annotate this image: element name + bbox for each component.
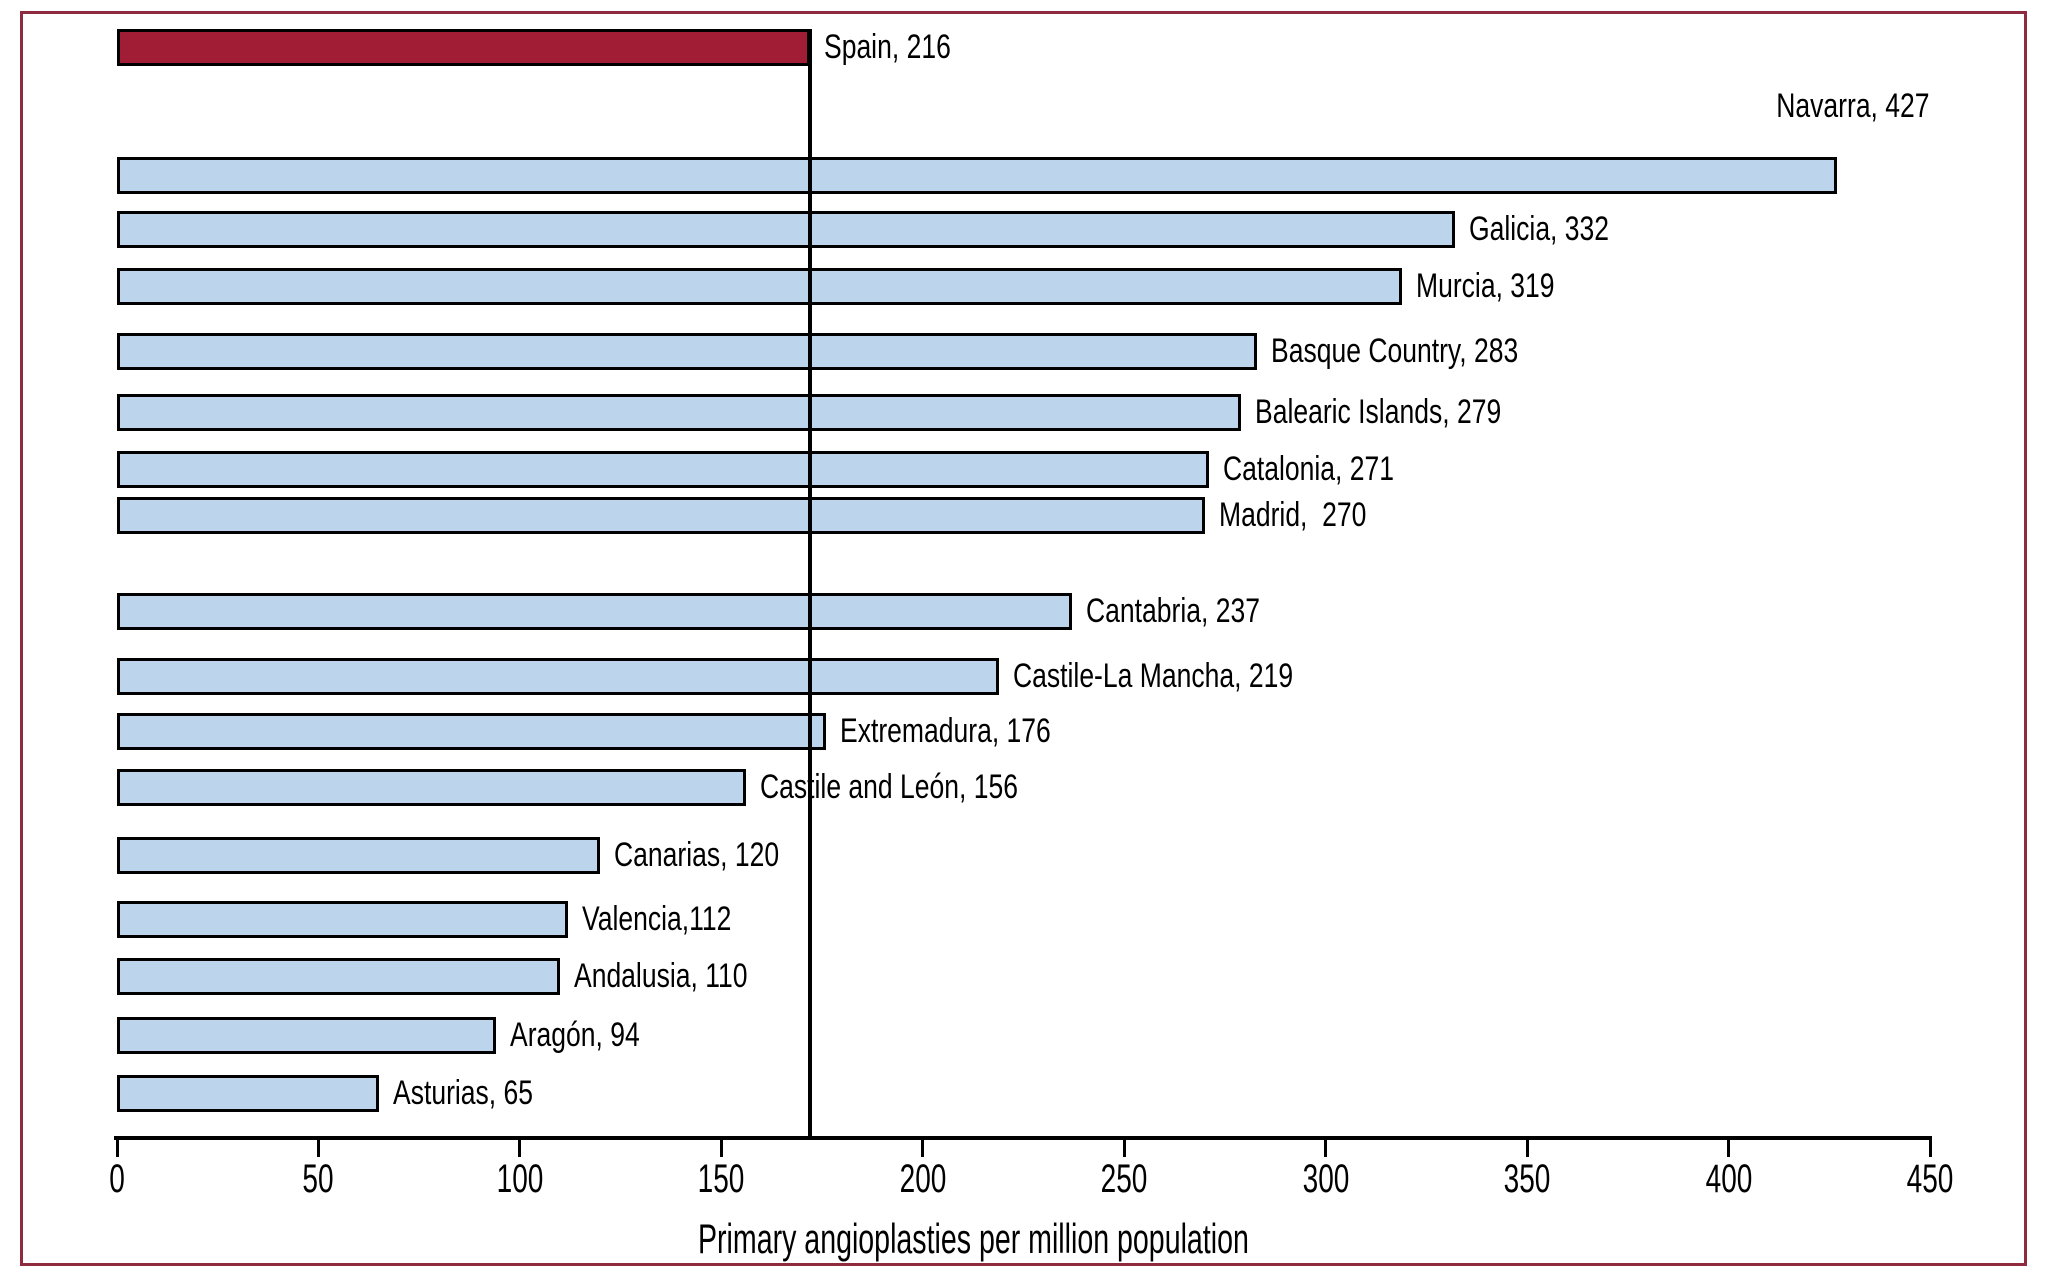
- bar-label-castile-la-mancha: Castile-La Mancha, 219: [1013, 657, 1294, 695]
- bar-madrid: [117, 497, 1205, 534]
- bar-label-cantabria: Cantabria, 237: [1085, 592, 1260, 630]
- bar-label-spain: Spain, 216: [823, 28, 951, 66]
- x-tick-200: [921, 1140, 925, 1157]
- bar-murcia: [117, 268, 1403, 305]
- x-tick-300: [1324, 1140, 1328, 1157]
- bar-label-asturias: Asturias, 65: [392, 1074, 533, 1112]
- bar-navarra: [117, 157, 1838, 194]
- bar-asturias: [117, 1075, 379, 1112]
- bar-label-balearic-islands: Balearic Islands, 279: [1255, 393, 1502, 431]
- x-tick-label-350: 350: [1503, 1157, 1551, 1201]
- bar-andalusia: [117, 958, 561, 995]
- x-tick-0: [115, 1140, 119, 1157]
- bar-castile-and-leon: [117, 769, 746, 806]
- bar-valencia: [117, 901, 569, 938]
- bar-castile-la-mancha: [117, 658, 1000, 695]
- bar-label-galicia: Galicia, 332: [1468, 210, 1609, 248]
- plot-area: Primary angioplasties per million popula…: [109, 28, 1953, 1263]
- bar-cantabria: [117, 593, 1072, 630]
- x-tick-label-250: 250: [1100, 1157, 1148, 1201]
- x-tick-450: [1928, 1140, 1932, 1157]
- bar-label-castile-and-leon: Castile and León, 156: [759, 768, 1018, 806]
- x-tick-250: [1122, 1140, 1126, 1157]
- x-tick-400: [1727, 1140, 1731, 1157]
- bar-label-navarra: Navarra, 427: [1776, 87, 1930, 125]
- x-axis: [114, 1136, 1932, 1140]
- x-tick-label-400: 400: [1705, 1157, 1752, 1201]
- bar-balearic-islands: [117, 394, 1242, 431]
- bar-label-andalusia: Andalusia, 110: [574, 957, 748, 995]
- bar-galicia: [117, 211, 1455, 248]
- x-tick-label-300: 300: [1302, 1157, 1350, 1201]
- bar-spain: [117, 29, 810, 66]
- bar-label-aragon: Aragón, 94: [509, 1016, 640, 1054]
- x-tick-150: [719, 1140, 723, 1157]
- bar-label-canarias: Canarias, 120: [614, 836, 780, 874]
- bar-aragon: [117, 1017, 496, 1054]
- x-tick-label-0: 0: [109, 1157, 125, 1201]
- bar-label-valencia: Valencia,112: [582, 900, 732, 938]
- x-tick-350: [1525, 1140, 1529, 1157]
- x-tick-label-50: 50: [302, 1157, 335, 1201]
- bar-label-basque-country: Basque Country, 283: [1271, 332, 1519, 370]
- reference-line: [807, 29, 812, 1140]
- x-tick-50: [316, 1140, 320, 1157]
- x-axis-label: Primary angioplasties per million popula…: [698, 1215, 1249, 1262]
- bar-label-catalonia: Catalonia, 271: [1222, 450, 1394, 488]
- x-tick-label-150: 150: [697, 1157, 745, 1201]
- bar-label-extremadura: Extremadura, 176: [840, 712, 1051, 750]
- bar-basque-country: [117, 333, 1258, 370]
- x-tick-100: [518, 1140, 522, 1157]
- bar-extremadura: [117, 713, 827, 750]
- bar-catalonia: [117, 451, 1209, 488]
- figure-frame: [20, 11, 2027, 1266]
- bar-label-madrid: Madrid, 270: [1218, 496, 1367, 534]
- x-tick-label-100: 100: [496, 1157, 544, 1201]
- bar-canarias: [117, 837, 601, 874]
- bar-label-murcia: Murcia, 319: [1416, 267, 1555, 305]
- x-tick-label-200: 200: [899, 1157, 947, 1201]
- x-tick-label-450: 450: [1906, 1157, 1954, 1201]
